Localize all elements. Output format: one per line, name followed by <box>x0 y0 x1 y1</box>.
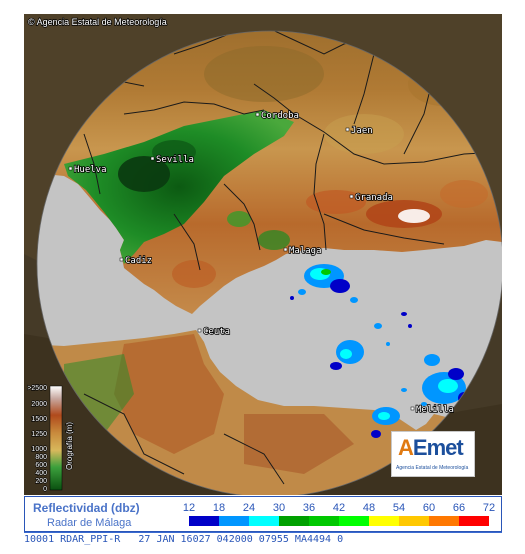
legend-level-label: 18 <box>212 502 226 514</box>
legend-color-swatch <box>399 516 429 526</box>
city-label-ceuta: Ceuta <box>203 327 230 337</box>
aemet-subtitle: Agencia Estatal de Meteorología <box>396 465 469 471</box>
city-huelva: Huelva <box>68 164 107 176</box>
legend-level-label: 24 <box>242 502 256 514</box>
city-melilla: Melilla <box>410 404 455 416</box>
orography-scale: >2500 2000 1500 1250 1000 800 600 400 20… <box>27 384 75 493</box>
city-cadiz: Cadiz <box>119 255 153 267</box>
city-markers: Cordoba Jaen Sevilla Huelva Granada Mala… <box>68 110 455 416</box>
ogr-tick: 1250 <box>31 431 47 438</box>
legend-level-label: 36 <box>302 502 316 514</box>
legend-level-label: 54 <box>392 502 406 514</box>
radar-echoes <box>290 264 470 438</box>
city-label-granada: Granada <box>355 193 393 203</box>
guadalquivir-valley <box>64 110 294 264</box>
radar-map[interactable]: Cordoba Jaen Sevilla Huelva Granada Mala… <box>24 14 502 495</box>
ogr-tick: 800 <box>35 454 47 461</box>
legend-color-swatch <box>219 516 249 526</box>
city-label-sevilla: Sevilla <box>156 155 194 165</box>
legend-level-label: 66 <box>452 502 466 514</box>
city-label-huelva: Huelva <box>74 165 107 175</box>
aemet-brand: AEmet <box>398 435 464 460</box>
legend-color-swatch <box>459 516 489 526</box>
legend-level-label: 12 <box>182 502 196 514</box>
legend-title: Reflectividad (dbz) <box>33 501 140 515</box>
ogr-tick: 1000 <box>31 446 47 453</box>
city-label-cordoba: Cordoba <box>261 111 299 121</box>
legend-color-swatch <box>309 516 339 526</box>
reflectivity-legend: Reflectividad (dbz) Radar de Málaga 12 18… <box>24 496 502 532</box>
legend-color-swatch <box>339 516 369 526</box>
ogr-tick: 1500 <box>31 416 47 423</box>
city-label-melilla: Melilla <box>416 405 454 415</box>
city-malaga: Malaga <box>283 245 322 257</box>
city-jaen: Jaen <box>345 125 373 137</box>
legend-color-swatch <box>189 516 219 526</box>
copyright-text: © Agencia Estatal de Meteorología <box>28 17 167 27</box>
legend-level-label: 42 <box>332 502 346 514</box>
status-bar: 10001 RDAR_PPI-R 27 JAN 16027 042000 079… <box>24 532 502 546</box>
city-label-cadiz: Cadiz <box>125 256 152 266</box>
legend-color-swatch <box>369 516 399 526</box>
city-label-jaen: Jaen <box>351 126 373 136</box>
legend-color-swatch <box>249 516 279 526</box>
ogr-tick: 200 <box>35 478 47 485</box>
ogr-tick: >2500 <box>27 385 47 392</box>
legend-scale: 12 18 24 30 36 42 48 54 60 66 72 <box>173 500 501 530</box>
legend-color-swatch <box>429 516 459 526</box>
city-label-malaga: Malaga <box>289 246 322 256</box>
city-ceuta: Ceuta <box>197 326 231 338</box>
legend-subtitle: Radar de Málaga <box>47 517 132 529</box>
city-cordoba: Cordoba <box>255 110 300 122</box>
city-sevilla: Sevilla <box>150 154 195 166</box>
legend-level-label: 48 <box>362 502 376 514</box>
legend-color-swatch <box>279 516 309 526</box>
radar-range-circle <box>36 30 502 495</box>
orography-title: Orografía (m) <box>65 422 74 470</box>
aemet-logo: AEmet Agencia Estatal de Meteorología <box>391 431 475 477</box>
city-granada: Granada <box>349 192 394 204</box>
legend-level-label: 30 <box>272 502 286 514</box>
ogr-tick: 0 <box>43 486 47 493</box>
ogr-tick: 400 <box>35 470 47 477</box>
ogr-tick: 600 <box>35 462 47 469</box>
legend-level-label: 72 <box>482 502 496 514</box>
legend-level-label: 60 <box>422 502 436 514</box>
ogr-tick: 2000 <box>31 401 47 408</box>
